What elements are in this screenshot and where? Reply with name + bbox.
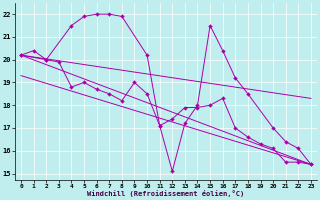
- X-axis label: Windchill (Refroidissement éolien,°C): Windchill (Refroidissement éolien,°C): [87, 190, 244, 197]
